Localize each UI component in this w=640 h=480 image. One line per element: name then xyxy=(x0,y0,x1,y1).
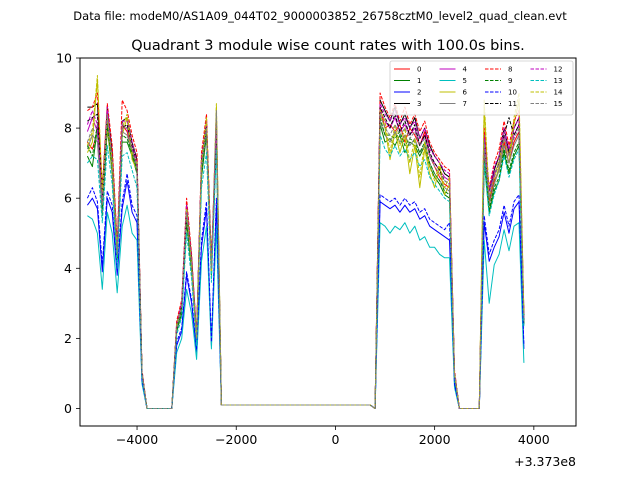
legend-label-5: 5 xyxy=(463,77,467,85)
x-tick-label: 4000 xyxy=(518,432,550,447)
legend-label-3: 3 xyxy=(417,100,421,108)
legend-label-10: 10 xyxy=(508,89,517,97)
legend-label-13: 13 xyxy=(554,77,563,85)
figure-suptitle: Data file: modeM0/AS1A09_044T02_90000038… xyxy=(73,9,567,23)
legend-box xyxy=(389,60,574,116)
y-tick-label: 0 xyxy=(64,401,72,416)
legend-label-0: 0 xyxy=(417,66,421,74)
legend-label-12: 12 xyxy=(554,66,563,74)
x-tick-label: 2000 xyxy=(419,432,451,447)
plot-frame xyxy=(79,57,577,427)
series-line-15 xyxy=(86,110,525,409)
legend-label-15: 15 xyxy=(554,100,563,108)
x-tick-label: 0 xyxy=(331,432,339,447)
legend-label-6: 6 xyxy=(463,89,468,97)
y-tick-label: 6 xyxy=(64,191,72,206)
legend-label-2: 2 xyxy=(417,89,421,97)
legend-label-9: 9 xyxy=(508,77,512,85)
y-tick-label: 2 xyxy=(64,331,72,346)
x-tick-label: −4000 xyxy=(116,432,158,447)
legend-label-4: 4 xyxy=(463,66,468,74)
x-tick-label: −2000 xyxy=(215,432,257,447)
x-offset-label: +3.373e8 xyxy=(514,454,576,469)
y-tick-label: 8 xyxy=(64,121,72,136)
legend-label-11: 11 xyxy=(508,100,517,108)
legend-label-14: 14 xyxy=(554,89,563,97)
series-layer xyxy=(86,75,525,409)
legend-label-1: 1 xyxy=(417,77,421,85)
legend-label-8: 8 xyxy=(508,66,512,74)
y-axis: 0 2 4 6 8 10 xyxy=(56,51,80,416)
legend-label-7: 7 xyxy=(463,100,467,108)
x-axis: −4000 −2000 0 2000 4000 xyxy=(116,426,550,447)
y-tick-label: 4 xyxy=(64,261,72,276)
y-tick-label: 10 xyxy=(56,51,72,66)
chart-title: Quadrant 3 module wise count rates with … xyxy=(131,38,525,54)
